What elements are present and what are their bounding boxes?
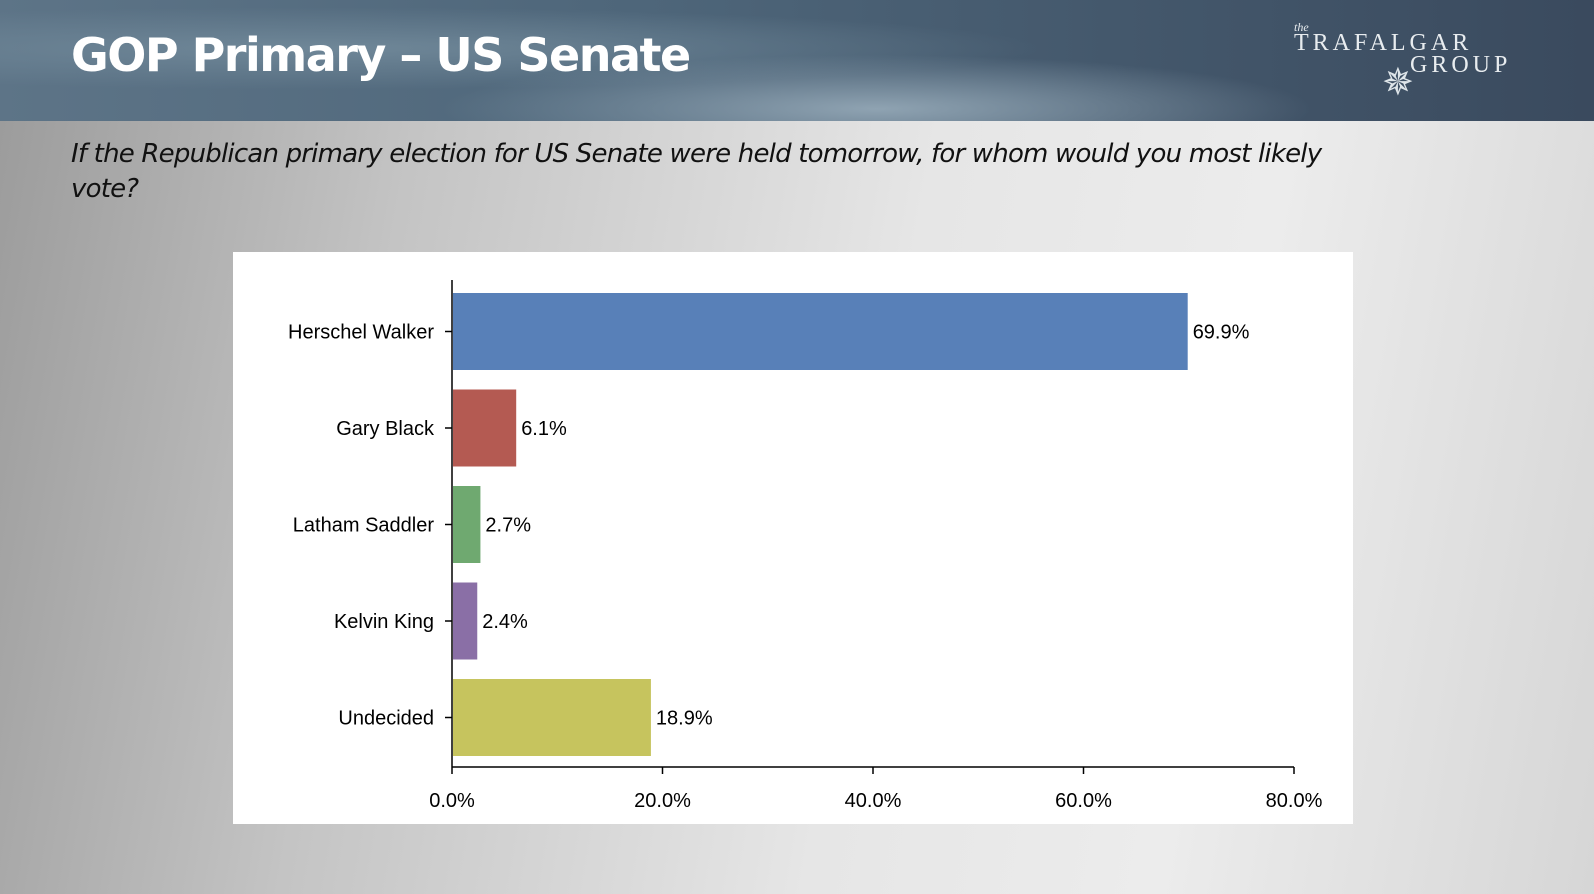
bar-herschel-walker <box>453 293 1188 370</box>
category-label: Undecided <box>338 708 434 730</box>
data-label: 2.4% <box>482 611 528 633</box>
header-banner: GOP Primary – US Senate the TRAFALGAR GROU… <box>0 0 1594 121</box>
x-tick-label: 40.0% <box>845 790 902 812</box>
data-label: 2.7% <box>485 515 531 537</box>
category-label: Herschel Walker <box>288 322 434 344</box>
x-tick-label: 80.0% <box>1266 790 1323 812</box>
x-tick-label: 20.0% <box>634 790 691 812</box>
bar-gary-black <box>453 389 517 467</box>
bar-latham-saddler <box>453 486 481 563</box>
compass-star-icon: ✵ <box>1382 62 1414 104</box>
category-label: Latham Saddler <box>293 515 435 537</box>
category-label: Kelvin King <box>334 611 434 633</box>
category-label: Gary Black <box>336 418 435 440</box>
bar-chart-svg: Herschel Walker 69.9% Gary Black 6.1% Latham… <box>288 280 1323 812</box>
survey-question: If the Republican primary election for U… <box>71 139 1322 204</box>
bar-chart: Herschel Walker 69.9% Gary Black 6.1% Latham… <box>233 252 1353 824</box>
trafalgar-group-logo: the TRAFALGAR GROUP ✵ <box>1294 20 1512 104</box>
x-tick-label: 60.0% <box>1055 790 1112 812</box>
bar-undecided <box>453 679 651 756</box>
data-label: 18.9% <box>656 708 713 730</box>
data-label: 69.9% <box>1193 322 1250 344</box>
bar-kelvin-king <box>453 582 478 660</box>
page-title: GOP Primary – US Senate <box>71 28 691 82</box>
x-tick-label: 0.0% <box>429 790 475 812</box>
data-label: 6.1% <box>521 418 567 440</box>
